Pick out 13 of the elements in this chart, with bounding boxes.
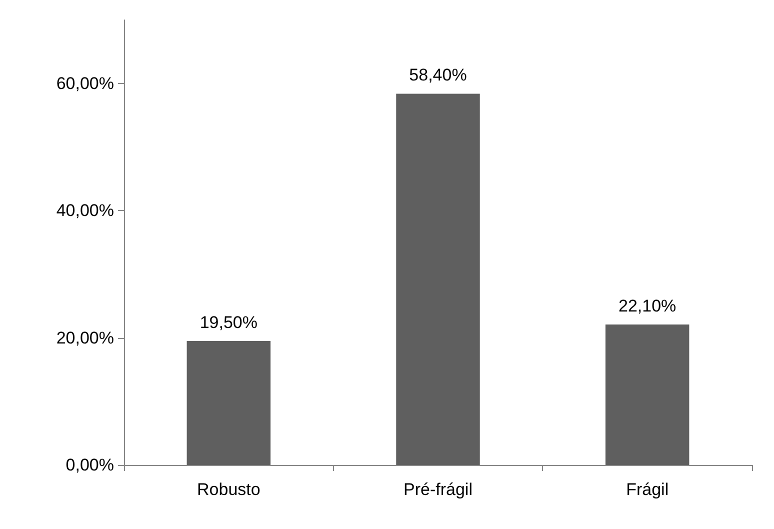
bar [396,94,480,465]
y-tick-label: 60,00% [56,74,114,94]
bar [186,341,271,465]
data-label: 58,40% [409,66,467,85]
y-tick-label: 20,00% [56,328,114,348]
data-label: 22,10% [618,296,676,316]
bar [605,324,690,465]
y-tick-label: 0,00% [66,456,114,474]
y-tick-label: 40,00% [56,201,114,220]
x-tick-label: Pré-frágil [404,480,472,499]
x-tick-label: Robusto [197,480,260,499]
data-label: 19,50% [200,313,258,332]
x-tick-label: Frágil [626,480,669,499]
